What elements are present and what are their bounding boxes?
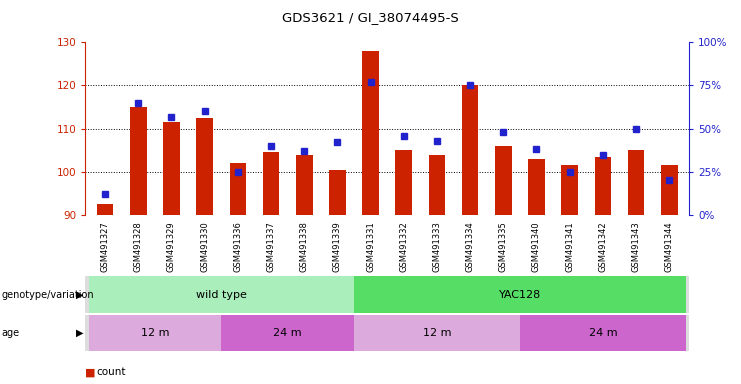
Text: wild type: wild type <box>196 290 247 300</box>
Text: ▶: ▶ <box>76 290 84 300</box>
Bar <box>130 107 147 215</box>
Bar <box>495 146 511 215</box>
Bar <box>88 315 222 351</box>
Bar <box>562 166 578 215</box>
Text: 12 m: 12 m <box>141 328 169 338</box>
Text: count: count <box>96 367 126 377</box>
Bar <box>88 276 354 313</box>
Bar <box>661 166 677 215</box>
Bar <box>362 51 379 215</box>
Bar <box>230 163 246 215</box>
Bar <box>428 155 445 215</box>
Bar <box>97 204 113 215</box>
Bar <box>594 157 611 215</box>
Text: YAC128: YAC128 <box>499 290 541 300</box>
Text: ▶: ▶ <box>76 328 84 338</box>
Text: 24 m: 24 m <box>588 328 617 338</box>
Bar <box>354 276 686 313</box>
Text: ■: ■ <box>85 367 96 377</box>
Text: age: age <box>1 328 19 338</box>
Text: 12 m: 12 m <box>422 328 451 338</box>
Bar <box>520 315 686 351</box>
Bar <box>628 150 645 215</box>
Bar <box>296 155 313 215</box>
Text: 24 m: 24 m <box>273 328 302 338</box>
Bar <box>528 159 545 215</box>
Text: GDS3621 / GI_38074495-S: GDS3621 / GI_38074495-S <box>282 12 459 25</box>
Bar <box>196 118 213 215</box>
Bar <box>462 86 479 215</box>
Text: genotype/variation: genotype/variation <box>1 290 94 300</box>
Bar <box>354 315 520 351</box>
Bar <box>263 152 279 215</box>
Bar <box>163 122 180 215</box>
Bar <box>222 315 354 351</box>
Bar <box>329 170 346 215</box>
Bar <box>396 150 412 215</box>
